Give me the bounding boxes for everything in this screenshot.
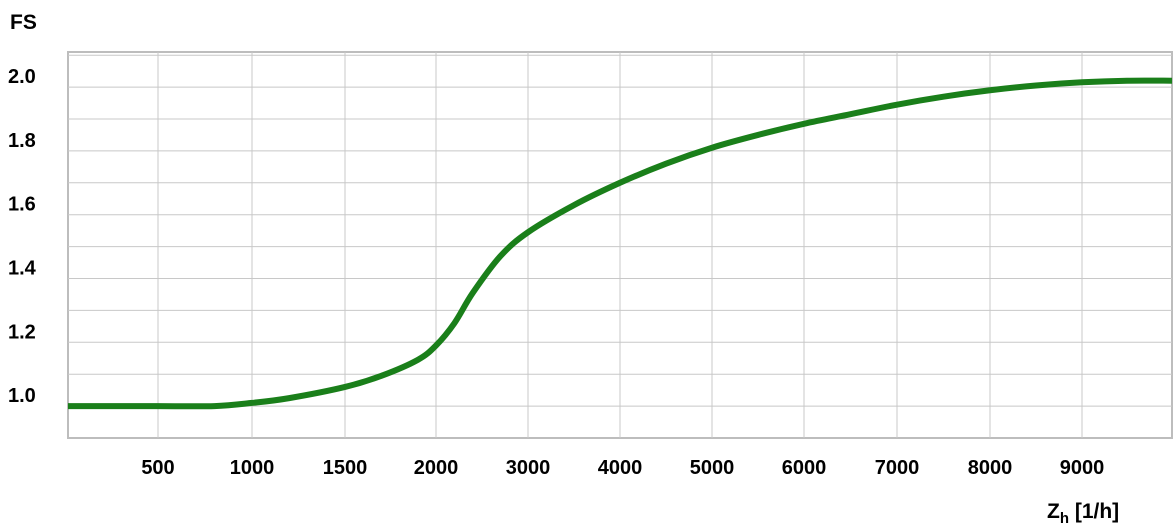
x-axis-title-sub: h: [1060, 510, 1069, 527]
y-tick-label: 1.2: [8, 321, 36, 343]
x-axis-title-unit: [1/h]: [1069, 500, 1119, 523]
y-tick-label: 1.4: [8, 257, 37, 279]
y-tick-label: 1.0: [8, 385, 36, 407]
x-tick-label: 1000: [230, 457, 275, 479]
y-tick-label: 2.0: [8, 66, 36, 88]
series-line: [68, 77, 1173, 410]
x-axis-title: Zh [1/h]: [1047, 500, 1119, 527]
x-tick-label: 1500: [323, 457, 368, 479]
x-axis-title-main: Z: [1047, 500, 1060, 523]
series-layer: [68, 77, 1173, 410]
x-tick-label: 7000: [875, 457, 920, 479]
y-tick-label: 1.6: [8, 194, 36, 216]
x-tick-label: 500: [141, 457, 174, 479]
y-tick-label: 1.8: [8, 130, 36, 152]
y-axis-title: FS: [10, 11, 37, 34]
x-tick-label: 6000: [782, 457, 827, 479]
x-tick-label: 4000: [598, 457, 643, 479]
x-tick-label: 5000: [690, 457, 735, 479]
x-tick-label: 8000: [968, 457, 1013, 479]
x-tick-label: 3000: [506, 457, 551, 479]
y-axis-ticks: 1.0 1.2 1.4 1.6 1.8 2.0: [8, 66, 37, 407]
x-tick-label: 2000: [414, 457, 459, 479]
grid: [68, 52, 1172, 438]
x-tick-label: 9000: [1060, 457, 1105, 479]
x-axis-ticks: 500 1000 1500 2000 3000 4000 5000 6000 7000 8000 9…: [141, 457, 1104, 479]
